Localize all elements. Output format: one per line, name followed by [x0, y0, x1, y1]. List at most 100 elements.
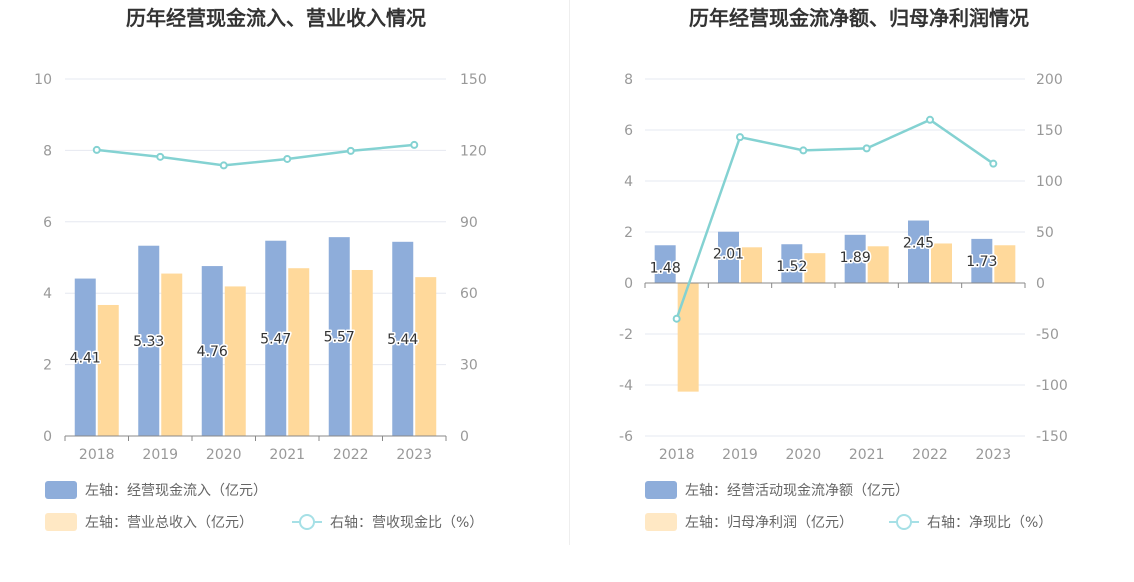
right-tick-label: 60	[460, 286, 478, 302]
x-tick-label: 2021	[269, 447, 305, 463]
ratio-line-point	[926, 115, 934, 124]
x-axis: 2018 2019 2020 2021 2022 2023	[644, 282, 1026, 463]
bar-value-label: 5.47	[260, 331, 291, 347]
left-axis-ticks: -6 -4 -2 0 2 4 6 8	[619, 72, 633, 445]
left-tick-label: 8	[624, 72, 633, 88]
right-tick-label: 0	[460, 429, 469, 445]
x-tick-label: 2018	[659, 447, 695, 463]
bar-primary	[138, 245, 160, 436]
left-tick-label: 2	[624, 225, 633, 241]
grid-lines	[65, 78, 446, 437]
bar-primary	[971, 238, 993, 283]
data-labels: 1.48 2.01 1.52 1.89 2.45 1.73	[648, 234, 999, 278]
x-tick-label: 2021	[849, 447, 885, 463]
ratio-line	[92, 140, 419, 170]
left-tick-label: -2	[619, 327, 633, 343]
legend: 左轴：经营现金流入（亿元） 左轴：营业总收入（亿元） 右轴：营收现金比（%）	[45, 481, 483, 531]
bar-secondary	[931, 243, 952, 283]
right-tick-label: -100	[1036, 378, 1068, 394]
ratio-line-point	[799, 146, 808, 155]
ratio-line-path	[96, 143, 415, 167]
bar-secondary	[224, 286, 246, 436]
bar-secondary	[741, 247, 762, 283]
x-tick-label: 2020	[206, 447, 242, 463]
bars	[654, 220, 1016, 392]
bar-primary	[654, 245, 676, 283]
data-labels: 4.41 5.33 4.76 5.47 5.57 5.44	[68, 328, 420, 368]
right-tick-label: 120	[460, 143, 487, 159]
left-tick-label: 2	[43, 358, 52, 374]
bar-secondary	[415, 277, 437, 436]
ratio-line-point	[92, 145, 101, 154]
grid-lines	[645, 78, 1025, 437]
legend-swatch	[645, 513, 677, 531]
bar-value-label: 2.45	[903, 236, 934, 252]
bar-secondary	[288, 268, 310, 436]
bar-secondary	[351, 269, 373, 436]
ratio-line-point	[219, 161, 228, 170]
legend-label: 左轴：经营活动现金流净额（亿元）	[685, 483, 909, 499]
right-tick-label: -150	[1036, 429, 1068, 445]
bar-primary	[392, 241, 414, 436]
left-tick-label: 0	[43, 429, 52, 445]
right-tick-label: 90	[460, 215, 478, 231]
bar-primary	[844, 234, 866, 283]
legend-label: 左轴：经营现金流入（亿元）	[85, 483, 267, 499]
legend-line-marker	[299, 514, 315, 530]
right-tick-label: 150	[460, 72, 487, 88]
legend-swatch	[645, 481, 677, 499]
ratio-line-point	[736, 133, 744, 142]
legend-swatch	[45, 513, 77, 531]
ratio-line-point	[283, 154, 292, 163]
legend-label: 右轴：营收现金比（%）	[330, 515, 483, 531]
ratio-line-point	[410, 140, 419, 149]
bar-secondary	[994, 245, 1016, 283]
chart-net-cash-profit: 历年经营现金流净额、归母净利润情况 -6 -4 -2 0 2 4 6 8 -150 -100 -5…	[619, 6, 1068, 531]
bar-primary	[265, 240, 287, 436]
left-tick-label: 10	[34, 72, 52, 88]
ratio-line	[672, 115, 998, 323]
left-tick-label: 8	[43, 143, 52, 159]
bar-primary	[328, 237, 350, 436]
chart-title: 历年经营现金流净额、归母净利润情况	[689, 6, 1029, 30]
x-tick-label: 2019	[142, 447, 178, 463]
bar-primary	[74, 278, 96, 436]
left-tick-label: -4	[619, 378, 633, 394]
legend-line-marker	[896, 514, 912, 530]
x-tick-label: 2020	[786, 447, 822, 463]
left-tick-label: 4	[43, 286, 52, 302]
x-tick-label: 2019	[722, 447, 758, 463]
bar-primary	[781, 244, 803, 283]
right-tick-label: 100	[1036, 174, 1063, 190]
legend: 左轴：经营活动现金流净额（亿元） 左轴：归母净利润（亿元） 右轴：净现比（%）	[645, 481, 1052, 531]
left-tick-label: 4	[624, 174, 633, 190]
right-axis-ticks: -150 -100 -50 0 50 100 150 200	[1036, 72, 1068, 445]
x-tick-label: 2022	[912, 447, 948, 463]
legend-label: 左轴：营业总收入（亿元）	[85, 515, 253, 531]
bar-value-label: 4.76	[197, 344, 228, 360]
legend-label: 左轴：归母净利润（亿元）	[685, 514, 853, 531]
right-tick-label: -50	[1036, 327, 1059, 343]
ratio-line-point	[672, 314, 681, 323]
bar-primary	[718, 231, 739, 283]
bar-value-label: 5.33	[133, 334, 164, 350]
chart-title: 历年经营现金流入、营业收入情况	[126, 6, 426, 30]
right-tick-label: 30	[460, 358, 478, 374]
bar-value-label: 5.44	[387, 332, 418, 348]
x-tick-label: 2018	[79, 447, 115, 463]
right-tick-label: 50	[1036, 225, 1054, 241]
bar-secondary	[677, 283, 699, 392]
left-tick-label: 6	[43, 215, 52, 231]
left-tick-label: 0	[624, 276, 633, 292]
right-tick-label: 150	[1036, 123, 1063, 139]
left-tick-label: 6	[624, 123, 633, 139]
bar-value-label: 1.89	[840, 250, 871, 266]
ratio-line-path	[675, 118, 995, 320]
x-axis: 2018 2019 2020 2021 2022 2023	[64, 435, 447, 463]
right-tick-label: 200	[1036, 72, 1063, 88]
bar-value-label: 5.57	[324, 330, 355, 346]
ratio-line-point	[989, 159, 998, 168]
bar-primary	[908, 220, 929, 283]
bar-secondary	[97, 304, 119, 436]
